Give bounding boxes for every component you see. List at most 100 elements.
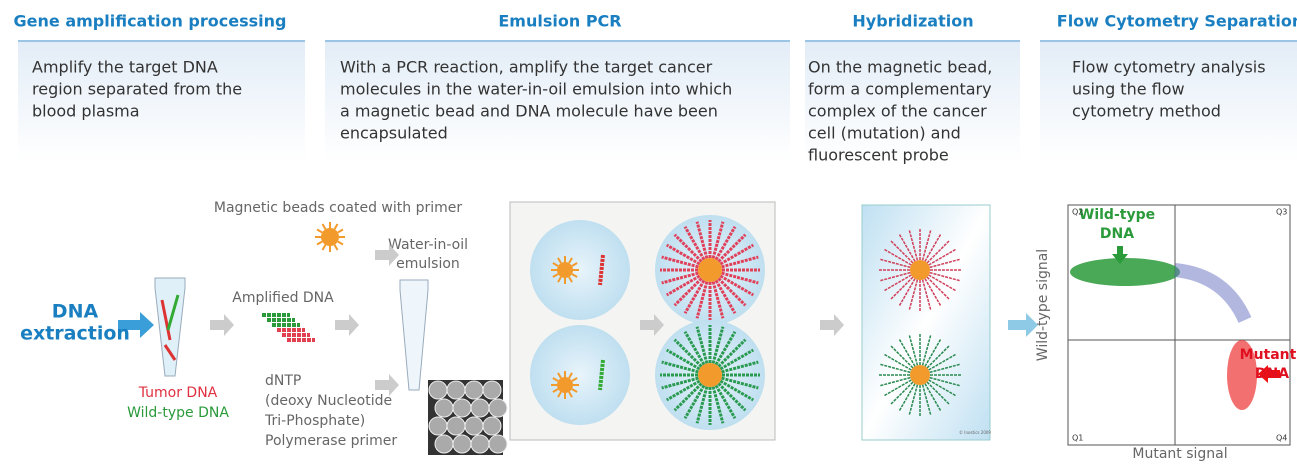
- label: Mutant: [1240, 347, 1297, 363]
- arrow: [375, 374, 399, 396]
- spike: [552, 388, 559, 393]
- label: Polymerase primer: [265, 433, 397, 449]
- hybridization-panel: [861, 204, 991, 441]
- strand: [908, 384, 919, 416]
- strand: [665, 274, 701, 297]
- section-text: a magnetic bead and DNA molecule have be…: [340, 102, 718, 121]
- section-text: encapsulated: [340, 124, 448, 143]
- strand: [719, 348, 755, 371]
- dna: [160, 299, 172, 341]
- strand: [673, 277, 703, 307]
- spike: [316, 228, 323, 234]
- strand: [928, 379, 957, 397]
- arrow: [1112, 246, 1128, 264]
- strand: [879, 271, 911, 282]
- spike: [316, 240, 323, 246]
- strand: [673, 233, 703, 263]
- strand: [711, 326, 725, 364]
- bead: [910, 260, 930, 280]
- bead: [910, 365, 930, 385]
- strand: [714, 384, 737, 420]
- strand: [673, 338, 703, 368]
- strand: [883, 379, 912, 397]
- dna: [166, 294, 180, 331]
- label: Wild-type signal: [1035, 249, 1051, 361]
- spike: [557, 257, 562, 264]
- label: Magnetic beads coated with primer: [214, 200, 462, 216]
- strand: [661, 271, 699, 285]
- cluster: [1070, 258, 1180, 286]
- strand: [921, 279, 932, 311]
- strand: [711, 221, 725, 259]
- strand: [883, 353, 912, 371]
- spike: [568, 391, 573, 398]
- spike: [568, 257, 573, 264]
- label: Water-in-oil: [388, 237, 468, 253]
- strand: [719, 243, 755, 266]
- section-text: fluorescent probe: [808, 146, 949, 165]
- droplet: [530, 325, 630, 425]
- label: (deoxy Nucleotide: [265, 393, 392, 409]
- strand: [929, 271, 961, 282]
- section-title: Gene amplification processing: [14, 12, 287, 31]
- strand: [661, 376, 699, 390]
- strand: [921, 384, 932, 416]
- strand: [879, 363, 911, 374]
- strand: [717, 338, 747, 368]
- label: Tri-Phosphate): [264, 413, 365, 429]
- dna: [163, 344, 177, 361]
- strand: [683, 279, 706, 315]
- label: emulsion: [396, 256, 460, 272]
- arrow: [210, 314, 234, 336]
- tube: [399, 279, 429, 391]
- strand: [721, 271, 759, 285]
- photo-bead: [470, 434, 490, 454]
- photo-bead: [482, 416, 502, 436]
- strand: [721, 360, 759, 374]
- section-text: blood plasma: [32, 102, 140, 121]
- strand: [921, 229, 932, 261]
- spike: [552, 377, 559, 382]
- spike: [557, 391, 562, 398]
- strand: [926, 239, 951, 264]
- strand: [717, 277, 747, 307]
- strand: [683, 384, 706, 420]
- section-text: region separated from the: [32, 80, 242, 99]
- section-text: Flow cytometry analysis: [1072, 58, 1266, 77]
- arrow: [820, 314, 844, 336]
- section-text: With a PCR reaction, amplify the target …: [340, 58, 713, 77]
- label: Wild-type DNA: [127, 405, 229, 421]
- strand: [665, 243, 701, 266]
- spike: [571, 388, 578, 393]
- strand: [673, 382, 703, 412]
- section-text: molecules in the water-in-oil emulsion i…: [340, 80, 732, 99]
- dna: [598, 254, 605, 286]
- cluster: [1227, 340, 1257, 410]
- photo-bead: [446, 416, 466, 436]
- cluster: [1174, 263, 1252, 324]
- dna: [598, 359, 605, 391]
- arrow: [1258, 365, 1280, 383]
- photo-bead: [434, 398, 454, 418]
- photo-bead: [464, 380, 484, 400]
- plot-frame: [1067, 204, 1291, 446]
- strand: [714, 330, 737, 366]
- bead: [557, 262, 573, 278]
- strand: [721, 376, 759, 390]
- section-text: On the magnetic bead,: [808, 58, 992, 77]
- arrow: [335, 314, 359, 336]
- strand: [908, 279, 919, 311]
- strand: [908, 229, 919, 261]
- strand: [665, 379, 701, 402]
- description-box: [325, 42, 790, 162]
- label: Wild-type: [1079, 207, 1155, 223]
- bead: [557, 377, 573, 393]
- strand: [898, 383, 916, 412]
- strand: [928, 274, 957, 292]
- strand: [926, 381, 951, 406]
- spike: [552, 262, 559, 267]
- label: Q1: [1072, 434, 1083, 443]
- strand: [665, 348, 701, 371]
- strand: [695, 386, 709, 424]
- strand: [929, 363, 961, 374]
